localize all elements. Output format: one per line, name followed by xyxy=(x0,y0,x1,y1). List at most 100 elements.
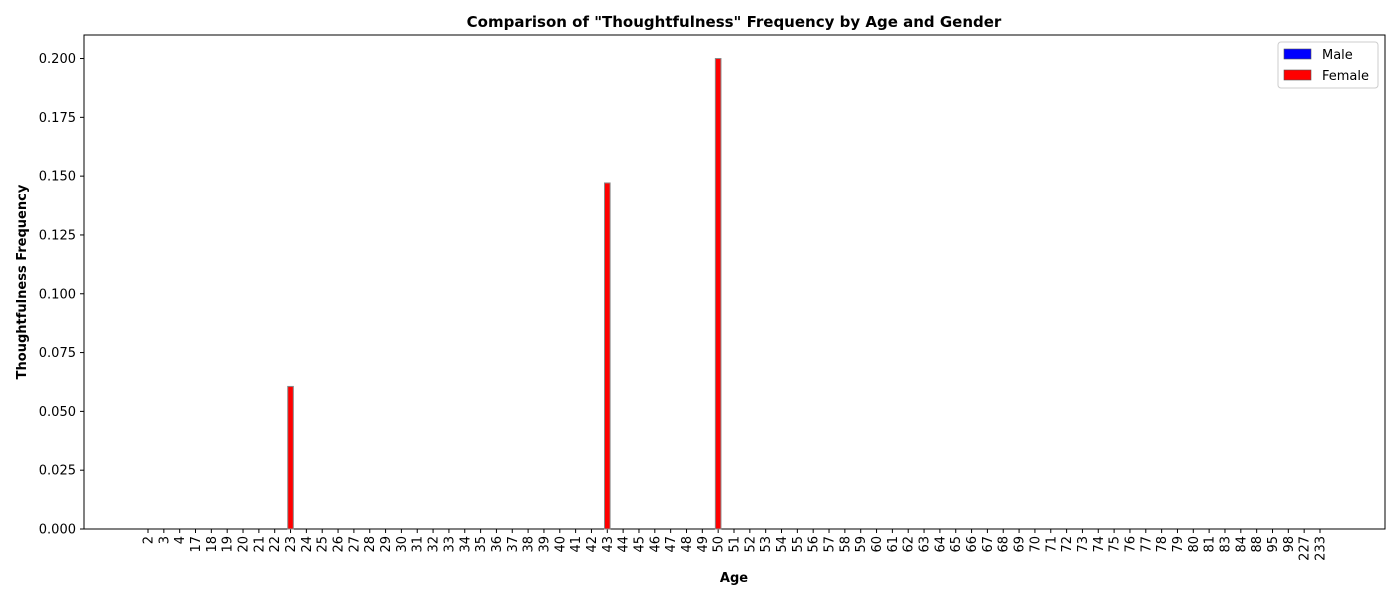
x-tick-label: 2 xyxy=(142,536,157,544)
x-tick-label: 36 xyxy=(490,536,505,553)
x-tick-label: 80 xyxy=(1187,536,1202,553)
x-tick-label: 37 xyxy=(506,536,521,553)
y-tick-label: 0.050 xyxy=(39,405,76,420)
x-tick-label: 34 xyxy=(458,536,473,553)
x-tick-label: 38 xyxy=(522,536,537,553)
x-tick-label: 55 xyxy=(791,536,806,553)
x-tick-label: 26 xyxy=(332,536,347,553)
x-tick-label: 28 xyxy=(363,536,378,553)
x-tick-label: 68 xyxy=(997,536,1012,553)
x-tick-label: 66 xyxy=(965,536,980,553)
x-tick-label: 20 xyxy=(237,536,252,553)
x-tick-label: 17 xyxy=(189,536,204,553)
x-tick-label: 74 xyxy=(1092,536,1107,553)
x-tick-label: 227 xyxy=(1298,536,1313,561)
x-tick-label: 78 xyxy=(1155,536,1170,553)
x-tick-label: 79 xyxy=(1171,536,1186,553)
plot-area xyxy=(83,34,1386,530)
x-tick-label: 95 xyxy=(1266,536,1281,553)
x-tick-label: 29 xyxy=(379,536,394,553)
x-tick-label: 58 xyxy=(838,536,853,553)
x-tick-label: 59 xyxy=(854,536,869,553)
x-tick-label: 21 xyxy=(252,536,267,553)
x-tick-label: 69 xyxy=(1013,536,1028,553)
x-tick-label: 64 xyxy=(933,536,948,553)
x-tick-label: 40 xyxy=(553,536,568,553)
y-tick-label: 0.150 xyxy=(39,170,76,185)
x-tick-label: 63 xyxy=(918,536,933,553)
x-tick-label: 75 xyxy=(1108,536,1123,553)
x-tick-label: 77 xyxy=(1139,536,1154,553)
x-tick-label: 51 xyxy=(728,536,743,553)
x-tick-label: 22 xyxy=(268,536,283,553)
bar-female-43 xyxy=(603,182,611,530)
y-axis: 0.000 0.025 0.050 0.075 0.100 0.125 0.150 0.175… xyxy=(39,52,84,538)
x-tick-label: 39 xyxy=(537,536,552,553)
x-axis: 2 3 4 17 18 19 20 21 22 23 24 25 26 27 28 29 30 31 32 33 34 3… xyxy=(142,529,1329,561)
x-tick-label: 41 xyxy=(569,536,584,553)
y-axis-label: Thoughtfulness Frequency xyxy=(15,184,30,379)
legend: Male Female xyxy=(1277,41,1379,89)
x-tick-label: 47 xyxy=(664,536,679,553)
x-tick-label: 32 xyxy=(427,536,442,553)
x-tick-label: 83 xyxy=(1218,536,1233,553)
x-tick-label: 35 xyxy=(474,536,489,553)
legend-swatch-male xyxy=(1283,48,1312,60)
x-tick-label: 49 xyxy=(696,536,711,553)
x-tick-label: 18 xyxy=(205,536,220,553)
x-tick-label: 57 xyxy=(823,536,838,553)
y-tick-label: 0.025 xyxy=(39,464,76,479)
y-tick-label: 0.125 xyxy=(39,228,76,243)
x-tick-label: 76 xyxy=(1123,536,1138,553)
x-tick-label: 44 xyxy=(617,536,632,553)
x-tick-label: 46 xyxy=(648,536,663,553)
x-tick-label: 81 xyxy=(1203,536,1218,553)
y-tick-label: 0.000 xyxy=(39,523,76,538)
bar-female-50 xyxy=(714,58,722,530)
x-tick-label: 52 xyxy=(743,536,758,553)
x-tick-label: 3 xyxy=(157,536,172,544)
bars xyxy=(287,58,722,530)
x-tick-label: 67 xyxy=(981,536,996,553)
legend-label-male: Male xyxy=(1322,48,1353,63)
x-tick-label: 50 xyxy=(712,536,727,553)
x-tick-label: 23 xyxy=(284,536,299,553)
x-tick-label: 71 xyxy=(1044,536,1059,553)
x-tick-label: 42 xyxy=(585,536,600,553)
y-tick-label: 0.100 xyxy=(39,287,76,302)
x-tick-label: 73 xyxy=(1076,536,1091,553)
x-tick-label: 70 xyxy=(1028,536,1043,553)
x-tick-label: 233 xyxy=(1314,536,1329,561)
y-tick-label: 0.175 xyxy=(39,111,76,126)
x-tick-label: 61 xyxy=(886,536,901,553)
x-tick-label: 31 xyxy=(411,536,426,553)
legend-label-female: Female xyxy=(1322,69,1369,84)
x-tick-label: 72 xyxy=(1060,536,1075,553)
x-tick-label: 65 xyxy=(949,536,964,553)
x-tick-label: 60 xyxy=(870,536,885,553)
x-tick-label: 88 xyxy=(1250,536,1265,553)
x-tick-label: 25 xyxy=(316,536,331,553)
y-tick-label: 0.200 xyxy=(39,52,76,67)
x-tick-label: 62 xyxy=(902,536,917,553)
y-tick-label: 0.075 xyxy=(39,346,76,361)
x-tick-label: 54 xyxy=(775,536,790,553)
x-tick-label: 24 xyxy=(300,536,315,553)
plot-frame xyxy=(83,34,1386,530)
x-tick-label: 45 xyxy=(632,536,647,553)
x-tick-label: 4 xyxy=(173,536,188,544)
x-tick-label: 27 xyxy=(347,536,362,553)
x-tick-label: 30 xyxy=(395,536,410,553)
x-tick-label: 43 xyxy=(601,536,616,553)
x-tick-label: 19 xyxy=(221,536,236,553)
x-tick-label: 56 xyxy=(807,536,822,553)
x-tick-label: 84 xyxy=(1234,536,1249,553)
x-axis-label: Age xyxy=(720,571,748,586)
x-tick-label: 98 xyxy=(1282,536,1297,553)
chart-title: Comparison of "Thoughtfulness" Frequency… xyxy=(467,13,1002,31)
legend-swatch-female xyxy=(1283,69,1312,81)
x-tick-label: 53 xyxy=(759,536,774,553)
x-tick-label: 48 xyxy=(680,536,695,553)
bar-female-23 xyxy=(287,385,294,530)
